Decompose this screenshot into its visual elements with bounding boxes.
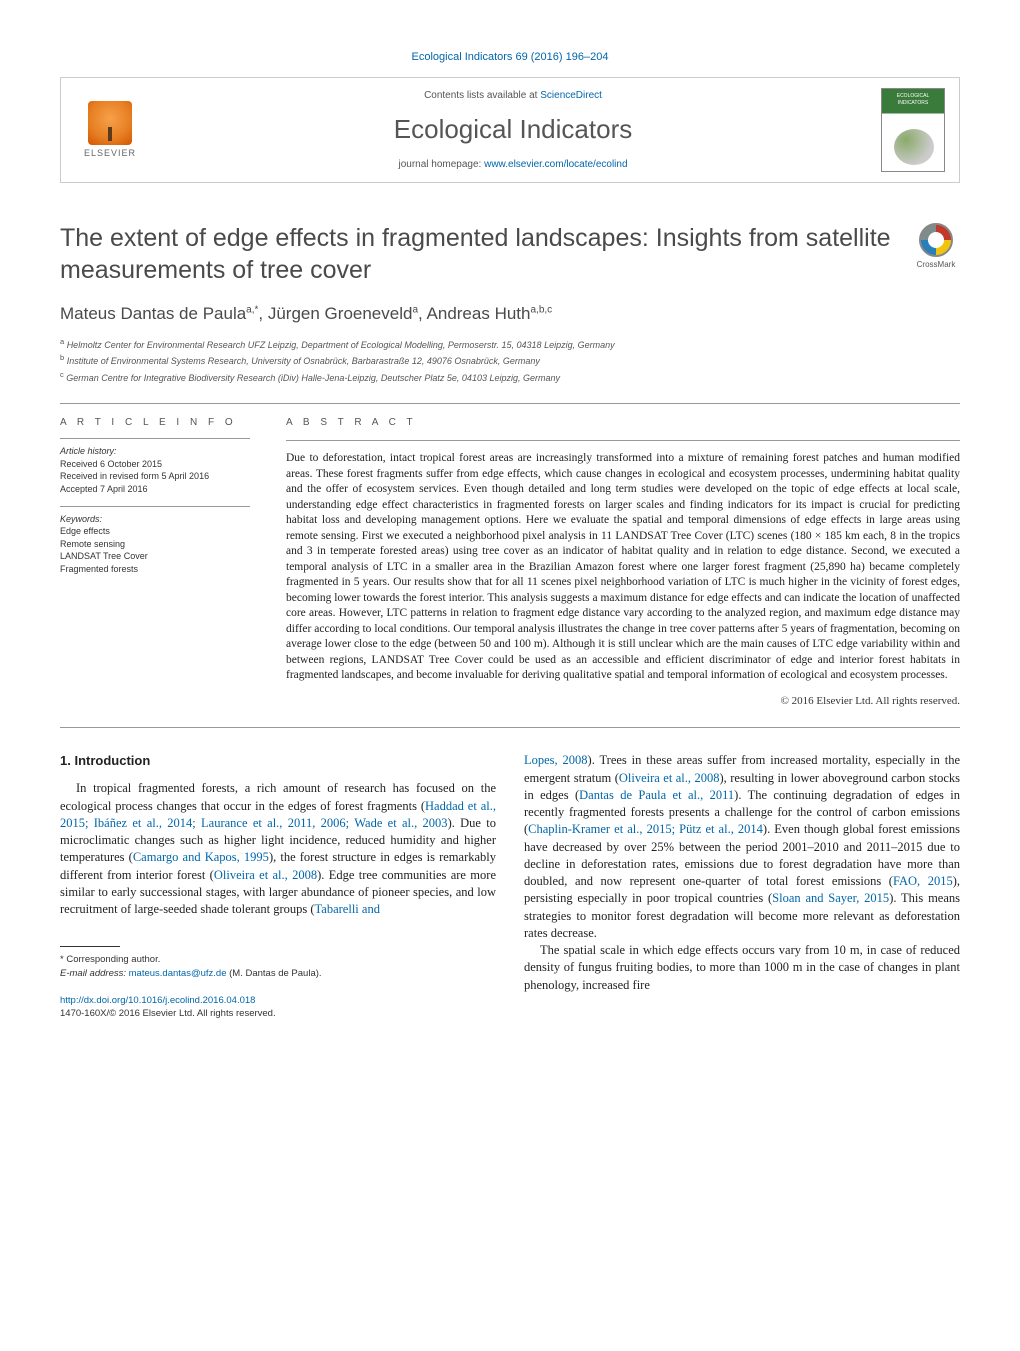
received-date: Received 6 October 2015 — [60, 458, 250, 471]
abstract-head: A B S T R A C T — [286, 416, 960, 430]
article-title: The extent of edge effects in fragmented… — [60, 223, 892, 286]
citation-link[interactable]: Tabarelli and — [315, 902, 380, 916]
author-1-sup: a,* — [246, 304, 258, 315]
accepted-date: Accepted 7 April 2016 — [60, 483, 250, 496]
abstract-copyright: © 2016 Elsevier Ltd. All rights reserved… — [286, 694, 960, 709]
author-2: , Jürgen Groeneveld — [258, 304, 412, 323]
intro-paragraph-1: In tropical fragmented forests, a rich a… — [60, 780, 496, 918]
citation-link[interactable]: Lopes, 2008 — [524, 753, 588, 767]
doi-link[interactable]: http://dx.doi.org/10.1016/j.ecolind.2016… — [60, 995, 255, 1006]
revised-date: Received in revised form 5 April 2016 — [60, 470, 250, 483]
keywords-head: Keywords: — [60, 513, 250, 526]
column-right: Lopes, 2008). Trees in these areas suffe… — [524, 752, 960, 1020]
cover-label: ECOLOGICAL INDICATORS — [886, 93, 940, 107]
keyword-1: Edge effects — [60, 525, 250, 538]
citation-link[interactable]: Oliveira et al., 2008 — [619, 771, 720, 785]
authors-line: Mateus Dantas de Paulaa,*, Jürgen Groene… — [60, 302, 960, 326]
journal-name: Ecological Indicators — [145, 111, 881, 147]
history-head: Article history: — [60, 445, 250, 458]
homepage-line: journal homepage: www.elsevier.com/locat… — [145, 158, 881, 172]
corresponding-author-label: Corresponding author. — [66, 954, 160, 965]
article-info-head: A R T I C L E I N F O — [60, 416, 250, 430]
keyword-2: Remote sensing — [60, 538, 250, 551]
journal-reference: Ecological Indicators 69 (2016) 196–204 — [60, 50, 960, 65]
journal-header: ELSEVIER Contents lists available at Sci… — [60, 77, 960, 183]
column-left: 1. Introduction In tropical fragmented f… — [60, 752, 496, 1020]
homepage-link[interactable]: www.elsevier.com/locate/ecolind — [484, 159, 627, 170]
footnote-block: * Corresponding author. E-mail address: … — [60, 953, 496, 980]
issn-line: 1470-160X/© 2016 Elsevier Ltd. All right… — [60, 1007, 496, 1020]
keyword-3: LANDSAT Tree Cover — [60, 550, 250, 563]
body-columns: 1. Introduction In tropical fragmented f… — [60, 752, 960, 1020]
citation-link[interactable]: Chaplin-Kramer et al., 2015; Pütz et al.… — [528, 822, 763, 836]
intro-paragraph-3: The spatial scale in which edge effects … — [524, 942, 960, 994]
citation-link[interactable]: Camargo and Kapos, 1995 — [133, 850, 269, 864]
affiliation-b: Institute of Environmental Systems Resea… — [67, 356, 540, 366]
sciencedirect-link[interactable]: ScienceDirect — [540, 90, 602, 101]
elsevier-tree-icon — [88, 101, 132, 145]
section-1-head: 1. Introduction — [60, 752, 496, 770]
citation-link[interactable]: Sloan and Sayer, 2015 — [772, 891, 889, 905]
contents-line: Contents lists available at ScienceDirec… — [145, 89, 881, 103]
footer-block: http://dx.doi.org/10.1016/j.ecolind.2016… — [60, 994, 496, 1020]
divider-top — [60, 403, 960, 404]
email-suffix: (M. Dantas de Paula). — [226, 968, 321, 979]
crossmark-icon — [919, 223, 953, 257]
citation-link[interactable]: Oliveira et al., 2008 — [214, 868, 317, 882]
journal-cover-thumbnail: ECOLOGICAL INDICATORS — [881, 88, 945, 172]
footnote-rule — [60, 946, 120, 947]
crossmark-badge[interactable]: CrossMark — [912, 223, 960, 270]
article-info-block: A R T I C L E I N F O Article history: R… — [60, 416, 250, 709]
crossmark-label: CrossMark — [917, 260, 956, 269]
affiliation-c: German Centre for Integrative Biodiversi… — [66, 373, 560, 383]
keyword-4: Fragmented forests — [60, 563, 250, 576]
author-3-sup: a,b,c — [530, 304, 552, 315]
abstract-text: Due to deforestation, intact tropical fo… — [286, 451, 960, 684]
abstract-block: A B S T R A C T Due to deforestation, in… — [286, 416, 960, 709]
contents-prefix: Contents lists available at — [424, 90, 540, 101]
intro-paragraph-2: Lopes, 2008). Trees in these areas suffe… — [524, 752, 960, 942]
elsevier-label: ELSEVIER — [75, 147, 145, 160]
homepage-prefix: journal homepage: — [398, 159, 484, 170]
email-label: E-mail address: — [60, 968, 126, 979]
divider-bottom — [60, 727, 960, 728]
author-3: , Andreas Huth — [418, 304, 530, 323]
citation-link[interactable]: Dantas de Paula et al., 2011 — [579, 788, 734, 802]
elsevier-logo: ELSEVIER — [75, 101, 145, 160]
citation-link[interactable]: FAO, 2015 — [893, 874, 953, 888]
author-1: Mateus Dantas de Paula — [60, 304, 246, 323]
corresponding-email-link[interactable]: mateus.dantas@ufz.de — [129, 968, 227, 979]
affiliation-a: Helmoltz Center for Environmental Resear… — [67, 340, 615, 350]
affiliations: a Helmoltz Center for Environmental Rese… — [60, 336, 960, 386]
